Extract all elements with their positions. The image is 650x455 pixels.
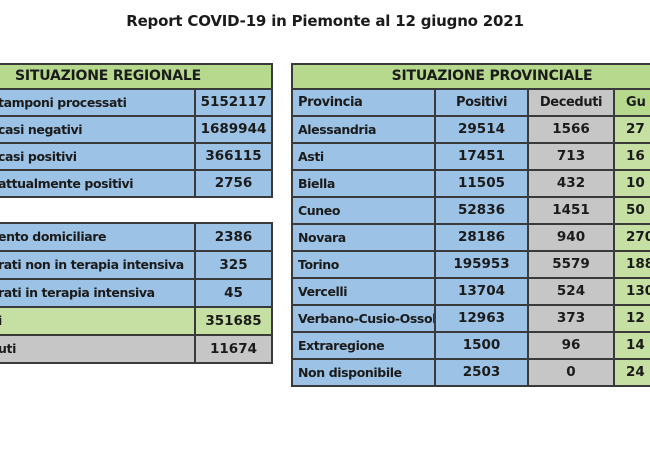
positivi-value: 28186 — [436, 223, 529, 250]
positivi-value: 11505 — [436, 169, 529, 196]
regional-row-label: tamponi processati — [0, 88, 196, 115]
regional-row-value: 366115 — [196, 142, 271, 169]
guariti-value: 270 — [615, 223, 650, 250]
deceduti-value: 1451 — [529, 196, 615, 223]
regional-row-label: attualmente positivi — [0, 169, 196, 196]
guariti-value: 24 — [615, 358, 650, 385]
regional-row-value: 2756 — [196, 169, 271, 196]
provincial-table: SITUAZIONE PROVINCIALE Provincia Positiv… — [291, 63, 650, 387]
deceduti-value: 713 — [529, 142, 615, 169]
regional2-row-label-guariti: i — [0, 306, 196, 334]
regional2-row-value: 325 — [196, 250, 271, 278]
positivi-value: 29514 — [436, 115, 529, 142]
deceduti-value: 524 — [529, 277, 615, 304]
regional-table: SITUAZIONE REGIONALE tamponi processati … — [0, 63, 273, 198]
column-header-provincia: Provincia — [293, 88, 436, 115]
province-name: Vercelli — [293, 277, 436, 304]
guariti-value: 14 — [615, 331, 650, 358]
province-name: Novara — [293, 223, 436, 250]
column-header-deceduti: Deceduti — [529, 88, 615, 115]
province-name: Extraregione — [293, 331, 436, 358]
regional-table-header: SITUAZIONE REGIONALE — [0, 65, 271, 88]
column-header-guariti: Gu — [615, 88, 650, 115]
guariti-value: 10 — [615, 169, 650, 196]
guariti-value: 12 — [615, 304, 650, 331]
deceduti-value: 5579 — [529, 250, 615, 277]
guariti-value: 50 — [615, 196, 650, 223]
province-name: Asti — [293, 142, 436, 169]
deceduti-value: 96 — [529, 331, 615, 358]
guariti-value: 188 — [615, 250, 650, 277]
regional2-row-label: rati non in terapia intensiva — [0, 250, 196, 278]
positivi-value: 13704 — [436, 277, 529, 304]
deceduti-value: 373 — [529, 304, 615, 331]
positivi-value: 1500 — [436, 331, 529, 358]
regional2-row-label-deceduti: uti — [0, 334, 196, 362]
regional-row-label: casi negativi — [0, 115, 196, 142]
regional-row-value: 1689944 — [196, 115, 271, 142]
report-title: Report COVID-19 in Piemonte al 12 giugno… — [126, 12, 524, 30]
column-header-positivi: Positivi — [436, 88, 529, 115]
guariti-value: 16 — [615, 142, 650, 169]
positivi-value: 17451 — [436, 142, 529, 169]
regional-table-2: ento domiciliare 2386 rati non in terapi… — [0, 222, 273, 364]
provincial-table-header: SITUAZIONE PROVINCIALE — [293, 65, 650, 88]
deceduti-value: 432 — [529, 169, 615, 196]
positivi-value: 2503 — [436, 358, 529, 385]
deceduti-value: 940 — [529, 223, 615, 250]
positivi-value: 195953 — [436, 250, 529, 277]
province-name: Alessandria — [293, 115, 436, 142]
guariti-value: 130 — [615, 277, 650, 304]
regional2-row-value: 45 — [196, 278, 271, 306]
regional-row-value: 5152117 — [196, 88, 271, 115]
positivi-value: 12963 — [436, 304, 529, 331]
regional2-row-value-deceduti: 11674 — [196, 334, 271, 362]
positivi-value: 52836 — [436, 196, 529, 223]
regional2-row-value: 2386 — [196, 224, 271, 250]
guariti-value: 27 — [615, 115, 650, 142]
deceduti-value: 0 — [529, 358, 615, 385]
province-name: Biella — [293, 169, 436, 196]
province-name: Non disponibile — [293, 358, 436, 385]
province-name: Torino — [293, 250, 436, 277]
province-name: Cuneo — [293, 196, 436, 223]
regional2-row-label: rati in terapia intensiva — [0, 278, 196, 306]
deceduti-value: 1566 — [529, 115, 615, 142]
regional2-row-value-guariti: 351685 — [196, 306, 271, 334]
province-name: Verbano-Cusio-Ossola — [293, 304, 436, 331]
regional-row-label: casi positivi — [0, 142, 196, 169]
regional2-row-label: ento domiciliare — [0, 224, 196, 250]
